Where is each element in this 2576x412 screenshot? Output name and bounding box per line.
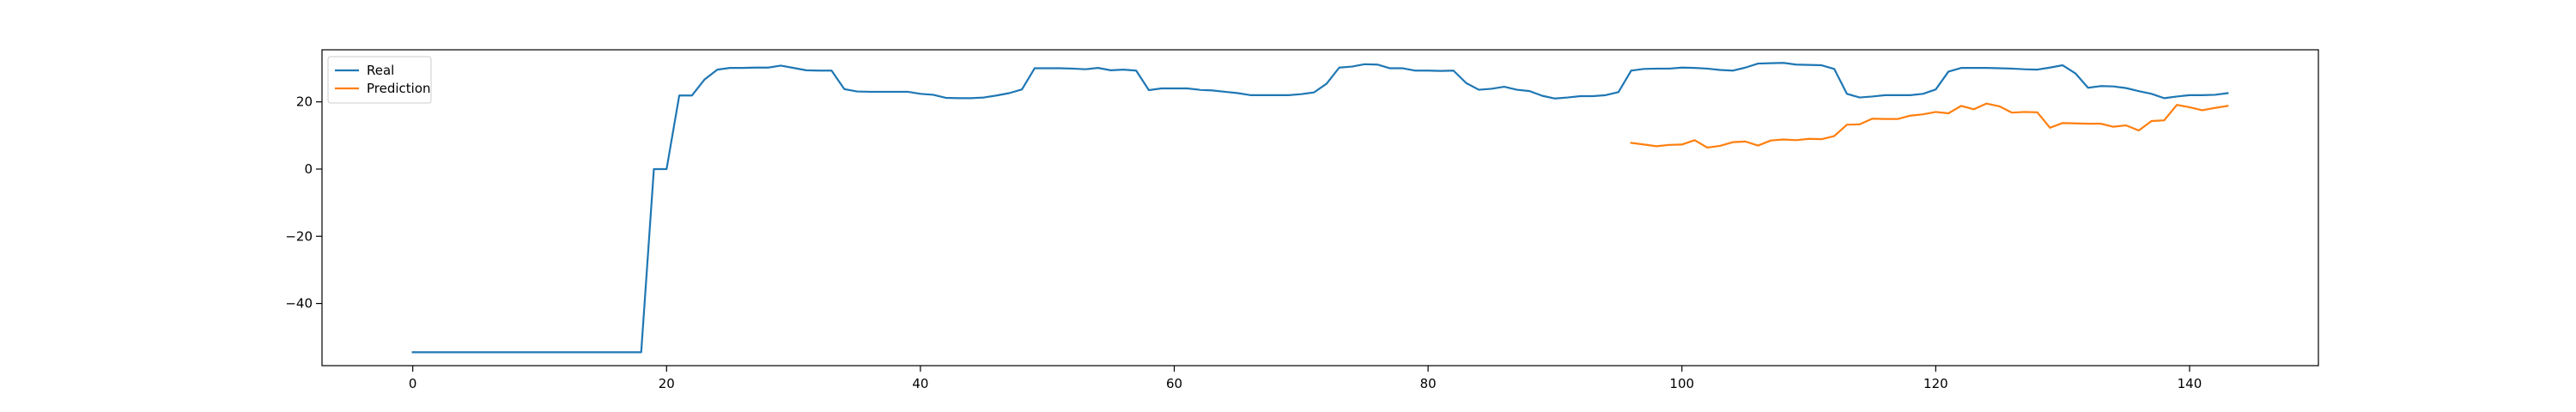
x-tick-label: 40 xyxy=(912,376,928,391)
x-tick-label: 120 xyxy=(1923,376,1948,391)
x-tick-label: 100 xyxy=(1669,376,1694,391)
y-tick-label: −40 xyxy=(285,296,313,312)
x-tick-label: 140 xyxy=(2178,376,2202,391)
y-tick-label: 20 xyxy=(296,94,313,110)
x-tick-label: 80 xyxy=(1420,376,1437,391)
x-tick-label: 20 xyxy=(659,376,675,391)
plot-frame xyxy=(321,49,2319,367)
y-tick-label: −20 xyxy=(285,228,313,244)
legend-label-prediction: Prediction xyxy=(367,81,431,96)
legend: Real Prediction xyxy=(327,56,432,104)
series-line-real xyxy=(411,62,2229,354)
series-layer xyxy=(411,62,2229,354)
axis-ticks: 0 20 40 60 80 100 120 140 −40 −20 0 20 xyxy=(285,94,2202,391)
x-tick-label: 0 xyxy=(409,376,417,391)
y-tick-label: 0 xyxy=(304,161,313,177)
legend-label-real: Real xyxy=(367,63,394,78)
x-tick-label: 60 xyxy=(1166,376,1182,391)
series-line-prediction xyxy=(1630,102,2229,149)
legend-box xyxy=(327,56,432,104)
